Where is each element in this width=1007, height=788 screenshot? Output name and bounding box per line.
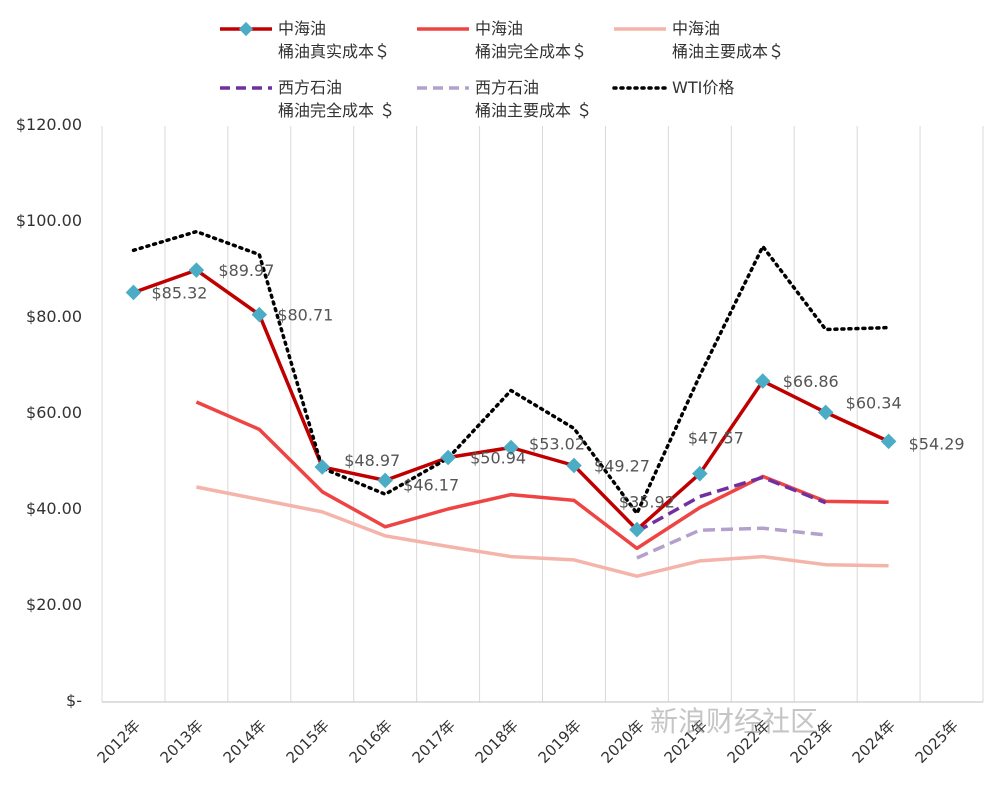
y-tick-label: $60.00 — [26, 403, 82, 422]
data-label: $53.02 — [529, 435, 585, 454]
y-tick-label: $80.00 — [26, 307, 82, 326]
watermark: 新浪财经社区 — [650, 705, 819, 738]
data-label: $46.17 — [403, 475, 459, 494]
y-tick-label: $120.00 — [15, 115, 82, 134]
legend-swatch — [417, 86, 469, 90]
data-label: $54.29 — [909, 434, 965, 453]
data-point-marker — [817, 404, 834, 421]
legend-swatch — [220, 21, 272, 37]
legend-label: 中海油 桶油完全成本＄ — [475, 19, 588, 61]
legend-label: 中海油 桶油主要成本＄ — [672, 19, 785, 61]
y-tick-label: $100.00 — [15, 211, 82, 230]
data-label: $47.57 — [688, 429, 744, 448]
data-label: $50.94 — [470, 448, 526, 467]
data-point-marker — [314, 459, 331, 475]
legend-label: 中海油 桶油真实成本＄ — [278, 19, 391, 61]
legend-swatch — [612, 86, 668, 90]
data-point-marker — [251, 306, 268, 323]
data-label: $48.97 — [344, 451, 400, 470]
data-point-marker — [629, 521, 645, 538]
legend-swatch — [417, 27, 469, 31]
y-tick-label: $40.00 — [26, 499, 82, 518]
data-point-marker — [188, 262, 205, 278]
data-label: $89.97 — [218, 261, 274, 280]
series-line-2 — [196, 485, 889, 578]
series-line-3 — [636, 475, 827, 534]
data-point-marker — [880, 433, 897, 450]
y-tick-label: $- — [66, 691, 82, 710]
legend-swatch — [220, 86, 272, 90]
legend-swatch — [614, 27, 666, 31]
data-point-marker — [125, 284, 142, 301]
legend-label: 西方石油 桶油主要成本 ＄ — [475, 78, 593, 120]
data-label: $60.34 — [846, 393, 902, 412]
y-tick-label: $20.00 — [26, 595, 82, 614]
data-label: $85.32 — [151, 283, 207, 302]
series-line-4 — [636, 526, 826, 560]
series-line-5 — [131, 229, 891, 516]
data-label: $35.92 — [619, 493, 675, 512]
data-label: $49.27 — [594, 457, 650, 476]
legend-label: 西方石油 桶油完全成本 ＄ — [278, 78, 396, 120]
data-label: $80.71 — [277, 306, 333, 325]
data-point-marker — [377, 472, 393, 489]
series-line-0 — [132, 268, 890, 532]
data-label: $66.86 — [783, 372, 839, 391]
legend-label: WTI价格 — [672, 78, 735, 97]
